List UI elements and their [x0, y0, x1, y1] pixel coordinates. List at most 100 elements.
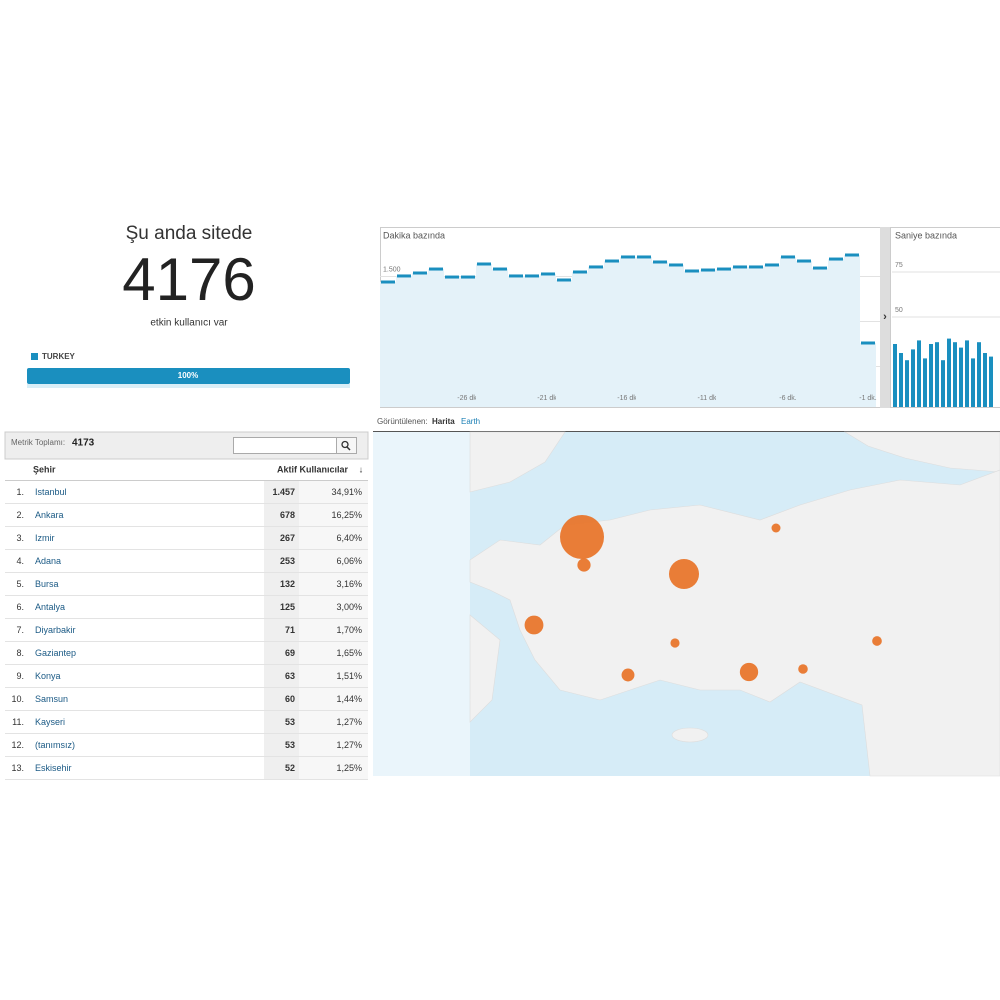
active-users: 52	[285, 763, 295, 773]
row-index: 4.	[16, 556, 24, 566]
city-bubble[interactable]	[872, 636, 882, 646]
value-cell	[264, 688, 299, 711]
user-share: 1,70%	[336, 625, 362, 635]
user-share: 6,06%	[336, 556, 362, 566]
row-index: 10.	[11, 694, 24, 704]
value-cell	[264, 527, 299, 550]
bar	[923, 358, 927, 407]
user-share: 16,25%	[331, 510, 362, 520]
city-link[interactable]: Istanbul	[35, 487, 67, 497]
city-link[interactable]: (tanımsız)	[35, 740, 75, 750]
share-bar-label: 100%	[178, 371, 198, 380]
row-index: 13.	[11, 763, 24, 773]
value-cell	[264, 757, 299, 780]
x-tick-label: -1 dk.	[859, 395, 877, 402]
view-option[interactable]: Harita	[432, 417, 455, 426]
value-cell	[264, 711, 299, 734]
search-icon	[341, 440, 349, 449]
bar-area	[444, 277, 460, 407]
column-header[interactable]: Aktif Kullanıcılar	[277, 464, 349, 474]
bar-area	[700, 270, 716, 407]
city-bubble[interactable]	[798, 664, 808, 674]
bar	[929, 344, 933, 407]
bar	[989, 356, 993, 407]
value-cell	[264, 665, 299, 688]
active-users: 69	[285, 648, 295, 658]
city-bubble[interactable]	[524, 615, 544, 635]
chart-divider[interactable]	[880, 227, 890, 408]
x-tick-label: -6 dk.	[779, 395, 797, 402]
view-option[interactable]: Earth	[461, 417, 480, 426]
bar-area	[780, 256, 796, 407]
column-header[interactable]: Şehir	[33, 464, 56, 474]
city-link[interactable]: Ankara	[35, 510, 64, 520]
bar-area	[524, 275, 540, 407]
city-link[interactable]: Antalya	[35, 602, 65, 612]
value-cell	[264, 573, 299, 596]
legend-label: TURKEY	[42, 352, 76, 361]
city-bubble[interactable]	[771, 523, 781, 533]
bar	[953, 342, 957, 407]
row-index: 6.	[16, 602, 24, 612]
bar-area	[556, 280, 572, 407]
bar-area	[828, 259, 844, 407]
x-tick-label: -11 dk.	[698, 395, 719, 402]
percent-cell	[299, 757, 368, 780]
row-index: 2.	[16, 510, 24, 520]
city-bubble[interactable]	[739, 662, 759, 682]
city-bubble[interactable]	[577, 558, 591, 572]
active-count: 4176	[122, 246, 255, 313]
percent-cell	[299, 734, 368, 757]
overview-title: Şu anda sitede	[126, 223, 253, 244]
user-share: 1,25%	[336, 763, 362, 773]
bar	[947, 338, 951, 407]
total-value: 4173	[72, 438, 95, 449]
active-users: 53	[285, 717, 295, 727]
overview-subtitle: etkin kullanıcı var	[150, 318, 228, 329]
share-bar	[27, 368, 350, 384]
bar-area	[748, 266, 764, 407]
row-index: 11.	[12, 717, 24, 727]
search-input[interactable]	[233, 437, 337, 454]
bar-area	[540, 273, 556, 407]
active-users: 132	[280, 579, 295, 589]
bar-area	[812, 268, 828, 407]
bar	[965, 340, 969, 407]
bar-area	[668, 264, 684, 407]
city-link[interactable]: Gaziantep	[35, 648, 76, 658]
bar	[977, 342, 981, 407]
city-link[interactable]: Kayseri	[35, 717, 65, 727]
active-users: 60	[285, 694, 295, 704]
city-link[interactable]: Diyarbakir	[35, 625, 76, 635]
bar-area	[860, 343, 876, 407]
y-tick-label: 1.500	[383, 266, 401, 273]
city-bubble[interactable]	[668, 558, 700, 590]
share-bar-shadow	[27, 384, 350, 388]
search-button[interactable]	[336, 437, 357, 454]
divider-arrow[interactable]: ›	[883, 311, 887, 323]
map-bubbles	[524, 515, 882, 682]
city-link[interactable]: Adana	[35, 556, 61, 566]
city-bubble[interactable]	[621, 668, 635, 682]
city-bubble[interactable]	[560, 515, 604, 559]
sort-arrow[interactable]: ↓	[359, 464, 364, 474]
city-link[interactable]: Izmir	[35, 533, 55, 543]
bar-area	[764, 264, 780, 407]
total-label: Metrik Toplamı:	[11, 438, 65, 447]
percent-cell	[299, 596, 368, 619]
bar-area	[636, 256, 652, 407]
user-share: 1,27%	[336, 717, 362, 727]
bar-area	[412, 272, 428, 407]
city-bubble[interactable]	[670, 638, 680, 648]
active-users: 125	[280, 602, 295, 612]
city-link[interactable]: Konya	[35, 671, 61, 681]
bar	[971, 358, 975, 407]
bar-area	[508, 275, 524, 407]
table-body: 1. Istanbul 1.457 34,91% 2. Ankara 678 16,25% 3.…	[5, 481, 368, 780]
city-link[interactable]: Samsun	[35, 694, 68, 704]
city-link[interactable]: Eskisehir	[35, 763, 72, 773]
city-link[interactable]: Bursa	[35, 579, 59, 589]
percent-cell	[299, 550, 368, 573]
